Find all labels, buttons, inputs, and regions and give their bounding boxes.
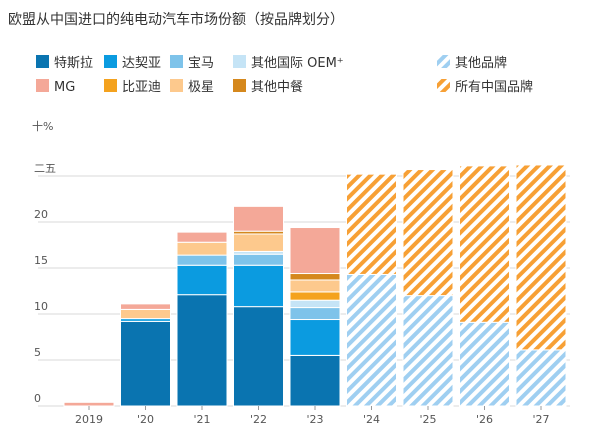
legend-label: 达契亚	[122, 56, 161, 71]
legend-swatch	[36, 55, 49, 68]
y-tick-label: 二五	[34, 162, 56, 175]
bar-segment	[289, 279, 341, 293]
bar-segment	[289, 307, 341, 321]
x-tick-label: '25	[419, 413, 436, 426]
bar-segment	[120, 320, 171, 407]
legend-swatch	[437, 79, 450, 92]
bar-segment	[233, 205, 284, 232]
bar-segment	[402, 169, 454, 297]
legend-label: 其他品牌	[455, 55, 507, 71]
bar-segment	[289, 291, 341, 301]
legend-swatch	[437, 55, 450, 68]
legend-label: 比亚迪	[122, 80, 161, 95]
legend-label: 其他国际 OEM⁺	[251, 56, 344, 71]
y-tick-label: 15	[34, 254, 48, 267]
y-tick-label: 0	[34, 392, 41, 405]
bar-segment	[289, 354, 341, 407]
bar-segment	[459, 321, 510, 407]
bar-segment	[346, 273, 397, 407]
bar-segment	[289, 273, 341, 281]
x-tick-label: 2019	[75, 413, 103, 426]
bar-segment	[233, 253, 284, 266]
legend-swatch	[170, 79, 183, 92]
x-tick-label: '21	[193, 413, 210, 426]
legend-label: MG	[54, 80, 75, 95]
legend-label: 特斯拉	[54, 56, 93, 71]
chart-title: 欧盟从中国进口的纯电动汽车市场份额（按品牌划分）	[8, 11, 344, 28]
legend-label: 极星	[188, 80, 214, 95]
x-axis: 2019 '20 '21 '22 '23 '24 '25 '26 '27	[75, 406, 550, 426]
x-tick-label: '24	[363, 413, 380, 426]
y-tick-label: 5	[34, 346, 41, 359]
bar-segment	[515, 349, 567, 407]
bar-segment	[63, 401, 115, 407]
bar-segment	[402, 295, 454, 407]
bar-segment	[289, 299, 341, 309]
bar-segment	[289, 227, 341, 275]
y-tick-label: 10	[34, 300, 48, 313]
legend: 特斯拉 达契亚 宝马 其他国际 OEM⁺ 其他品牌 MG 比亚迪 极星 其他中餐 所有中国品牌	[36, 55, 533, 95]
y-unit-label: 十%	[32, 119, 53, 133]
bar-segment	[176, 241, 228, 256]
legend-label: 所有中国品牌	[455, 79, 533, 95]
legend-swatch	[104, 55, 117, 68]
bar-segment	[176, 231, 228, 243]
legend-swatch	[36, 79, 49, 92]
legend-label: 其他中餐	[251, 79, 303, 95]
bar-segment	[176, 254, 228, 266]
bar-segment	[346, 173, 397, 275]
bar-segment	[176, 264, 228, 296]
bar-segment	[176, 294, 228, 407]
legend-swatch	[233, 55, 246, 68]
bar-segment	[233, 306, 284, 407]
x-tick-label: '26	[476, 413, 493, 426]
legend-swatch	[104, 79, 117, 92]
bar-segment	[233, 264, 284, 308]
x-tick-label: '23	[306, 413, 323, 426]
bar-segment	[120, 308, 171, 320]
legend-swatch	[233, 79, 246, 92]
y-tick-label: 20	[34, 208, 48, 221]
bars	[63, 164, 567, 407]
bar-segment	[459, 165, 510, 323]
legend-swatch	[170, 55, 183, 68]
x-tick-label: '20	[137, 413, 154, 426]
bar-segment	[120, 303, 171, 310]
bar-segment	[233, 233, 284, 252]
bar-segment	[515, 164, 567, 351]
x-tick-label: '22	[250, 413, 267, 426]
y-axis: 0 5 10 15 20 二五	[34, 162, 56, 405]
legend-label: 宝马	[188, 56, 214, 71]
bar-segment	[289, 319, 341, 356]
x-tick-label: '27	[532, 413, 549, 426]
